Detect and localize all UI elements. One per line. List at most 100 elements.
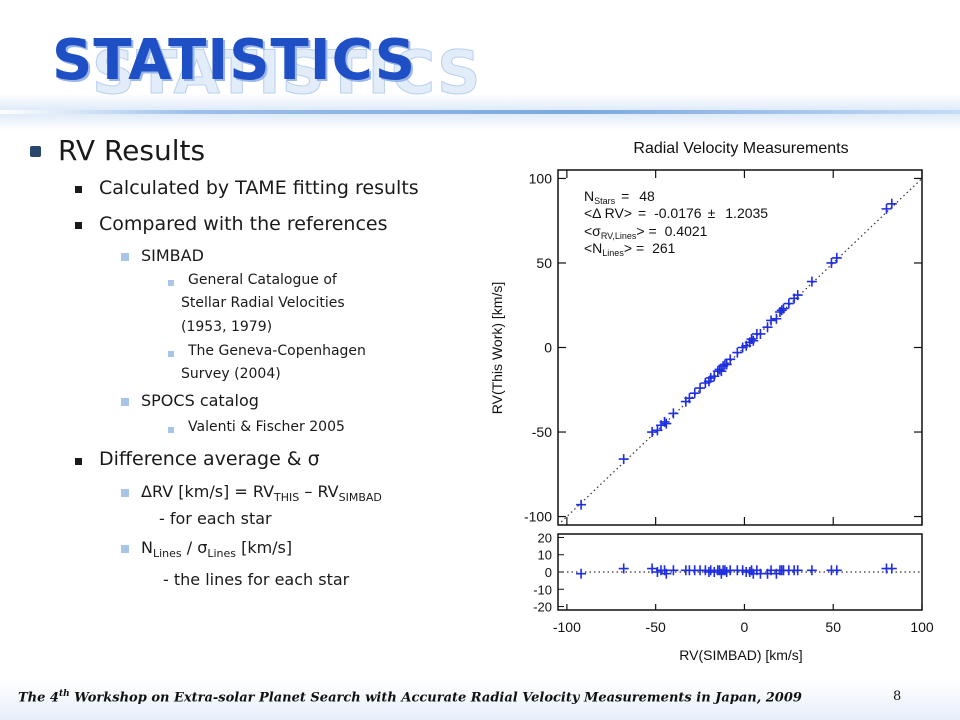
data-point bbox=[831, 252, 842, 263]
residual-y-tick-label: -10 bbox=[533, 582, 552, 597]
stat-nstars: NStars = 48 bbox=[584, 188, 655, 206]
data-point bbox=[783, 298, 794, 309]
data-point bbox=[771, 313, 782, 324]
data-point bbox=[652, 425, 663, 436]
data-point bbox=[689, 388, 700, 399]
y-axis-label: RV(This Work) [km/s] bbox=[489, 282, 505, 415]
bullet-heading: RV Results bbox=[58, 134, 206, 167]
x-tick-label: -100 bbox=[553, 619, 581, 635]
bullet-marker-icon bbox=[121, 253, 129, 261]
residual-point bbox=[576, 568, 587, 579]
residual-point bbox=[831, 565, 842, 576]
data-point bbox=[886, 198, 897, 209]
bullet-item: SPOCS catalog bbox=[141, 391, 259, 410]
y-tick-label: 0 bbox=[544, 340, 552, 356]
x-tick-label: 100 bbox=[910, 619, 934, 635]
stat-mean-drv: <Δ RV> = -0.0176 ±1.2035 bbox=[584, 205, 768, 221]
residual-point bbox=[661, 568, 672, 579]
x-tick-label: -50 bbox=[646, 619, 666, 635]
x-tick-label: 50 bbox=[825, 619, 841, 635]
data-point bbox=[661, 418, 672, 429]
bullet-marker-icon bbox=[168, 351, 174, 357]
bullet-item: Compared with the references bbox=[99, 213, 388, 235]
data-point bbox=[659, 416, 670, 427]
rv-chart: Radial Velocity Measurements -100-500501… bbox=[489, 140, 934, 663]
data-point bbox=[709, 371, 720, 382]
bullet-item: Survey (2004) bbox=[181, 366, 281, 382]
residual-y-tick-label: -20 bbox=[533, 600, 552, 615]
bullet-marker-icon bbox=[75, 186, 82, 193]
footer-band bbox=[0, 680, 960, 720]
main-plot: -100 -50 0 50 100 bbox=[524, 170, 923, 526]
bullet-marker-icon bbox=[75, 458, 82, 465]
residual-y-tick-label: 10 bbox=[538, 548, 552, 563]
y-tick-label: -50 bbox=[532, 424, 552, 440]
data-point bbox=[647, 427, 658, 438]
data-point bbox=[766, 315, 777, 326]
stats-box: NStars = 48 <Δ RV> = -0.0176 ±1.2035 <σRV,L… bbox=[584, 188, 768, 258]
data-point bbox=[746, 334, 757, 345]
drv-note: - for each star bbox=[159, 509, 272, 528]
bullet-marker-icon bbox=[121, 545, 129, 553]
data-point bbox=[881, 203, 892, 214]
nlines-note: - the lines for each star bbox=[163, 570, 350, 589]
data-point bbox=[576, 499, 587, 510]
residual-point bbox=[806, 565, 817, 576]
header-band bbox=[0, 0, 960, 130]
x-tick-label: 0 bbox=[741, 619, 749, 635]
residual-y-tick-label: 20 bbox=[538, 530, 552, 545]
residual-y-tick-label: 0 bbox=[545, 565, 552, 580]
residual-point bbox=[668, 565, 679, 576]
data-point bbox=[762, 322, 773, 333]
slide-title: STATISTICS bbox=[52, 28, 417, 93]
bullet-item: Calculated by TAME fitting results bbox=[99, 177, 419, 199]
one-to-one-line bbox=[557, 178, 923, 526]
residual-plot: -20 -10 0 10 20 bbox=[533, 530, 923, 615]
bullet-marker-icon bbox=[168, 280, 174, 286]
bullet-marker-icon bbox=[121, 489, 129, 497]
data-point bbox=[776, 305, 787, 316]
x-axis-label: RV(SIMBAD) [km/s] bbox=[679, 647, 802, 663]
bullet-item: Valenti & Fischer 2005 bbox=[188, 419, 345, 435]
data-point bbox=[716, 366, 727, 377]
bullet-item: Stellar Radial Velocities bbox=[181, 295, 345, 311]
data-point bbox=[684, 393, 695, 404]
drv-formula: ΔRV [km/s] = RVTHIS – RVSIMBAD bbox=[141, 482, 382, 505]
footer-text: The 4th Workshop on Extra-solar Planet S… bbox=[18, 689, 802, 706]
residual-point bbox=[766, 565, 777, 576]
data-point bbox=[695, 383, 706, 394]
bullet-item: General Catalogue of bbox=[188, 272, 337, 288]
bullet-marker-icon bbox=[75, 222, 82, 229]
data-point bbox=[748, 335, 759, 346]
residual-point bbox=[647, 563, 658, 574]
residual-point bbox=[886, 563, 897, 574]
residual-point bbox=[618, 563, 629, 574]
data-point bbox=[732, 347, 743, 358]
title-watermark: STATISTICS bbox=[91, 38, 482, 109]
y-tick-label: -100 bbox=[524, 509, 552, 525]
bullet-marker-icon bbox=[121, 398, 129, 406]
header-rule bbox=[0, 110, 960, 114]
bullet-item: Difference average & σ bbox=[99, 448, 320, 470]
bullet-marker-square-icon bbox=[30, 146, 41, 157]
bullet-item: SIMBAD bbox=[141, 246, 204, 265]
data-point bbox=[618, 454, 629, 465]
data-point bbox=[778, 303, 789, 314]
data-point bbox=[668, 408, 679, 419]
data-point bbox=[806, 276, 817, 287]
stat-mean-sigma: <σRV,Lines> = 0.4021 bbox=[584, 223, 708, 241]
stat-mean-nlines: <NLines> = 261 bbox=[584, 240, 676, 258]
y-tick-label: 50 bbox=[536, 255, 552, 271]
data-point bbox=[755, 328, 766, 339]
data-point bbox=[826, 257, 837, 268]
chart-title: Radial Velocity Measurements bbox=[633, 140, 848, 157]
data-point bbox=[792, 290, 803, 301]
data-point bbox=[721, 359, 732, 370]
bullet-marker-icon bbox=[168, 427, 174, 433]
bullet-item: The Geneva-Copenhagen bbox=[188, 343, 366, 359]
data-point bbox=[725, 354, 736, 365]
page-number: 8 bbox=[893, 689, 902, 704]
y-tick-label: 100 bbox=[529, 170, 553, 186]
residual-point bbox=[792, 565, 803, 576]
nlines-formula: NLines / σLines [km/s] bbox=[141, 538, 293, 561]
